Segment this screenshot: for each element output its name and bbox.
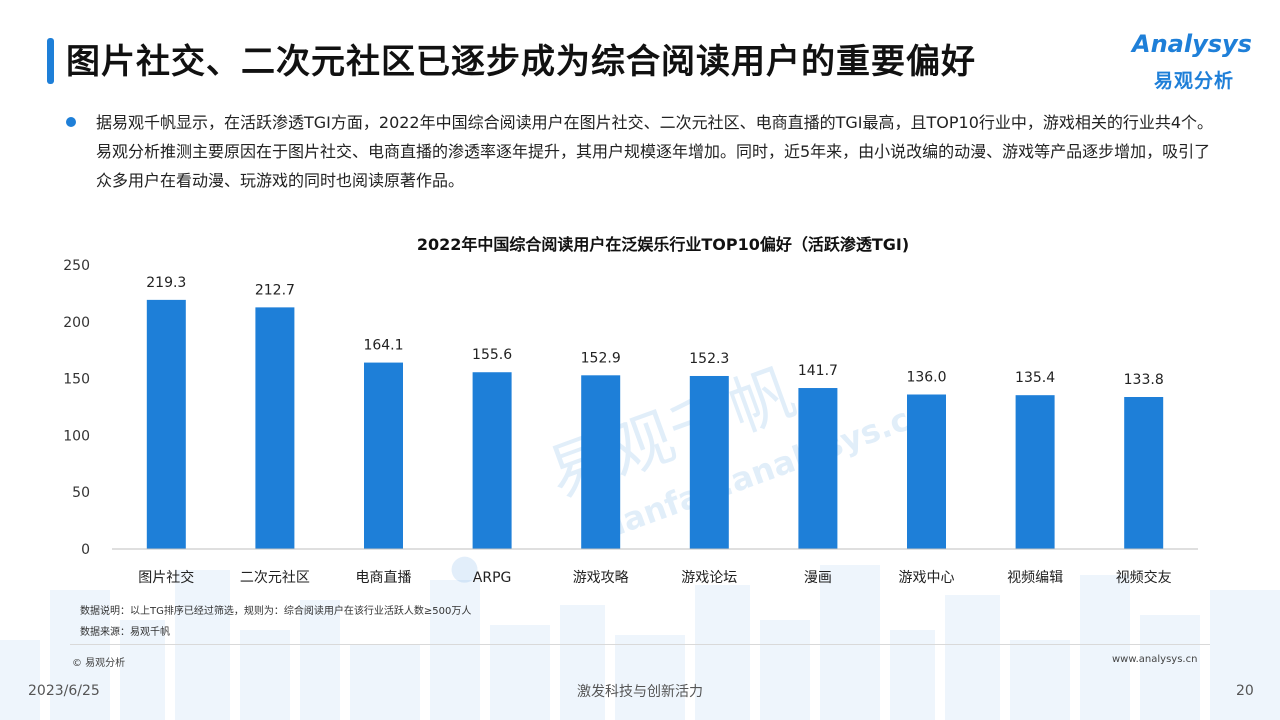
chart-notes: 数据说明：以上TG排序已经过筛选，规则为：综合阅读用户在该行业活跃人数≥500万… <box>80 602 471 644</box>
bar[interactable] <box>146 299 186 549</box>
bar-value-label: 141.7 <box>798 363 838 379</box>
x-category-label: 游戏攻略 <box>573 570 629 586</box>
x-category-label: 二次元社区 <box>240 570 310 586</box>
page-title: 图片社交、二次元社区已逐步成为综合阅读用户的重要偏好 <box>66 42 976 82</box>
bullet-dot <box>66 117 76 127</box>
bar[interactable] <box>1124 397 1164 549</box>
x-category-label: 视频交友 <box>1116 569 1172 586</box>
bar-value-label: 155.6 <box>472 347 512 363</box>
analysys-logo: Analysys 易观分析 <box>1132 30 1262 94</box>
y-tick-label: 250 <box>63 258 90 274</box>
title-accent-bar <box>47 38 54 84</box>
bars: 219.3 图片社交 212.7 二次元社区 164.1 电商直播 155.6 ARPG 152… <box>138 275 1171 586</box>
bar[interactable] <box>255 307 295 549</box>
logo-text-en: Analysys <box>1132 30 1252 58</box>
page-number: 20 <box>1236 683 1254 699</box>
bar-value-label: 133.8 <box>1124 372 1164 388</box>
slogan: 激发科技与创新活力 <box>577 684 703 700</box>
bar-value-label: 219.3 <box>146 275 186 291</box>
website-link[interactable]: www.analysys.cn <box>1112 654 1198 665</box>
bar-value-label: 152.3 <box>689 351 729 367</box>
bar-value-label: 135.4 <box>1015 370 1055 386</box>
bar[interactable] <box>907 394 946 549</box>
bar[interactable] <box>581 375 621 549</box>
copyright: © 易观分析 <box>72 658 126 669</box>
skyline-background <box>0 565 1280 720</box>
data-explanation: 数据说明：以上TG排序已经过筛选，规则为：综合阅读用户在该行业活跃人数≥500万… <box>80 606 472 617</box>
y-tick-label: 0 <box>81 542 90 558</box>
x-category-label: 游戏论坛 <box>681 570 737 586</box>
intro-paragraph: 据易观千帆显示，在活跃渗透TGI方面，2022年中国综合阅读用户在图片社交、二次… <box>96 113 1214 190</box>
bar[interactable] <box>364 362 403 549</box>
bar[interactable] <box>798 388 838 549</box>
y-axis: 0 50 100 150 200 250 <box>63 258 90 558</box>
bar-value-label: 164.1 <box>363 338 403 354</box>
footer-divider <box>70 644 1210 645</box>
watermark-icon <box>451 556 478 583</box>
y-tick-label: 100 <box>63 428 90 444</box>
bar[interactable] <box>1015 395 1055 549</box>
chart-title: 2022年中国综合阅读用户在泛娱乐行业TOP10偏好（活跃渗透TGI) <box>417 235 909 254</box>
bar[interactable] <box>472 372 512 549</box>
report-date: 2023/6/25 <box>28 683 100 699</box>
bar-value-label: 152.9 <box>581 350 621 366</box>
y-tick-label: 50 <box>72 485 90 501</box>
bar-value-label: 212.7 <box>255 282 295 298</box>
bar[interactable] <box>689 375 729 549</box>
y-tick-label: 150 <box>63 372 90 388</box>
logo-text-cn: 易观分析 <box>1154 70 1235 92</box>
x-category-label: 游戏中心 <box>899 570 955 586</box>
y-tick-label: 200 <box>63 315 90 331</box>
x-category-label: 视频编辑 <box>1007 570 1063 586</box>
x-category-label: 漫画 <box>804 570 832 586</box>
x-category-label: 电商直播 <box>356 569 412 586</box>
x-category-label: 图片社交 <box>138 569 194 586</box>
data-source: 数据来源：易观千帆 <box>80 627 170 638</box>
bar-value-label: 136.0 <box>906 370 946 386</box>
x-category-label: ARPG <box>473 570 512 586</box>
